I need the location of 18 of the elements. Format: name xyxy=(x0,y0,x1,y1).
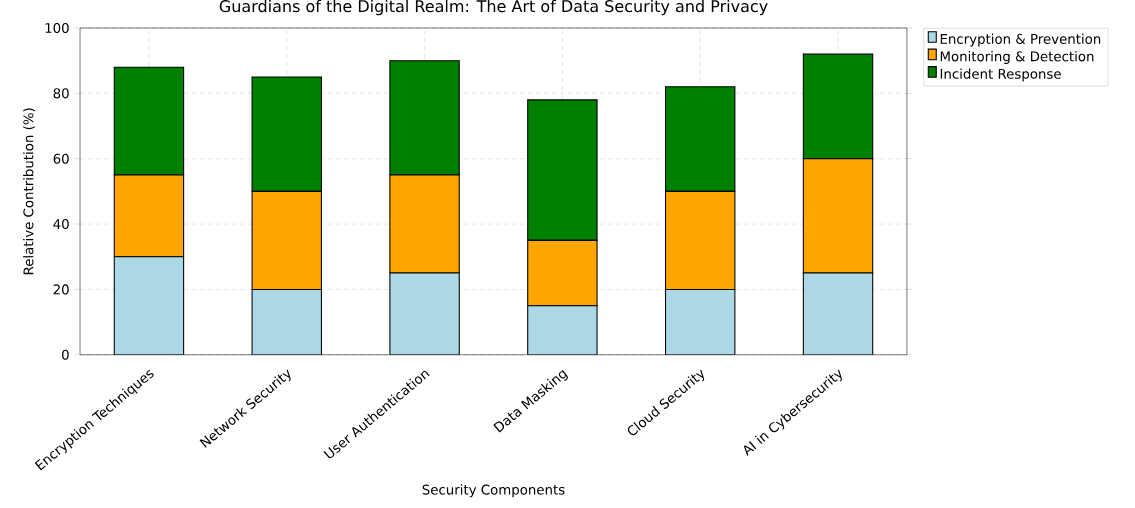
legend-label: Incident Response xyxy=(940,68,1061,82)
y-tick-label: 60 xyxy=(53,153,69,164)
legend-label: Monitoring & Detection xyxy=(940,51,1094,64)
bar xyxy=(527,305,598,355)
x-axis-title: Security Components xyxy=(422,484,565,498)
y-tick-label: 100 xyxy=(45,22,69,33)
y-axis-title: Relative Contribution (%) xyxy=(23,108,36,275)
bar xyxy=(802,272,874,355)
y-tick-label: 0 xyxy=(62,349,69,360)
y-tick-label: 20 xyxy=(53,284,69,295)
legend-label: Encryption & Prevention xyxy=(940,33,1101,47)
y-tick-label: 40 xyxy=(53,218,69,230)
chart-title: Guardians of the Digital Realm: The Art of Data Security and Privacy xyxy=(219,0,768,16)
bar xyxy=(251,288,322,355)
bar xyxy=(664,288,736,355)
bar xyxy=(113,256,185,355)
bar xyxy=(389,272,460,355)
y-tick-label: 80 xyxy=(53,88,69,99)
